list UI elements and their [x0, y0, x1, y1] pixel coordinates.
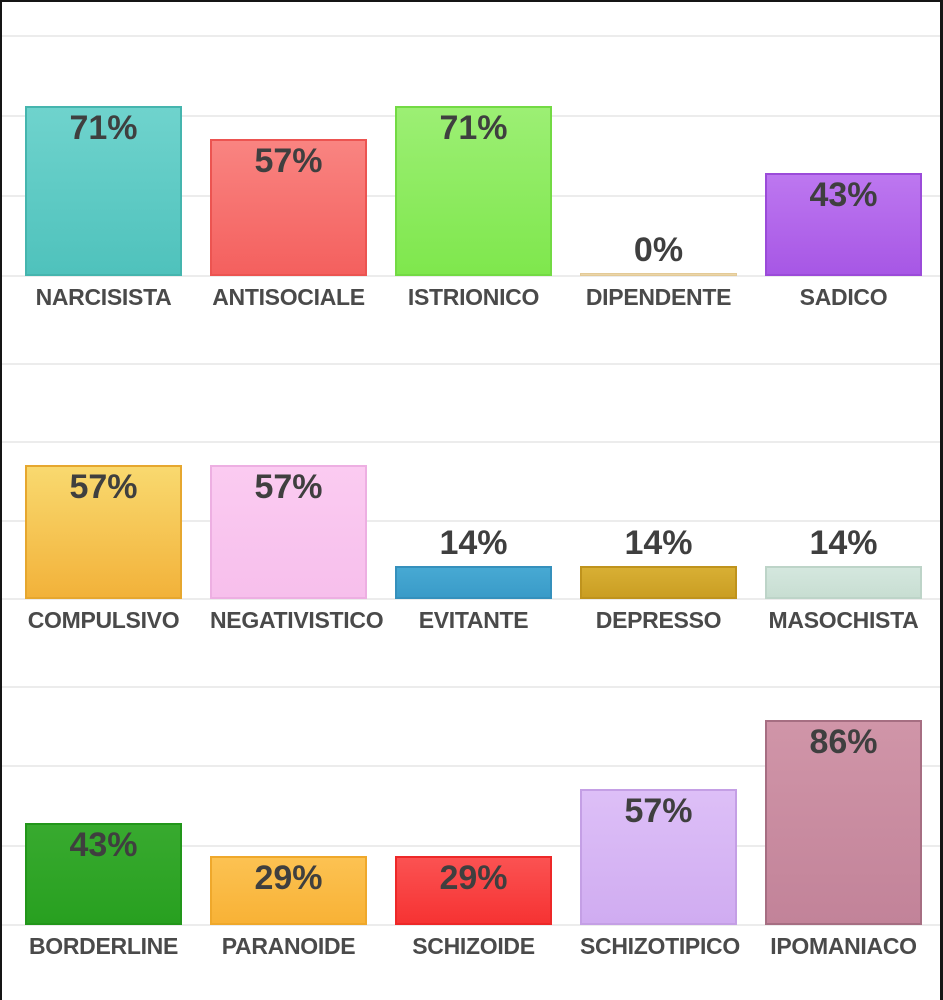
value-label-schizoide: 29% [439, 859, 508, 897]
value-label-paranoide: 29% [254, 859, 323, 897]
gridline [2, 845, 940, 847]
value-label-narcisista: 71% [69, 109, 138, 147]
category-label-depresso: DEPRESSO [595, 607, 722, 633]
value-label-ipomaniaco: 86% [809, 723, 878, 761]
value-label-negativistico: 57% [254, 468, 323, 506]
gridline [2, 765, 940, 767]
value-label-schizotipico: 57% [624, 792, 693, 830]
value-label-antisociale: 57% [254, 142, 323, 180]
category-label-borderline: BORDERLINE [28, 933, 179, 959]
gridline [2, 441, 940, 443]
value-label-borderline: 43% [69, 826, 138, 864]
category-label-paranoide: PARANOIDE [221, 933, 356, 959]
category-label-ipomaniaco: IPOMANIACO [770, 933, 917, 959]
bar-evitante [395, 566, 552, 599]
bar-masochista [765, 566, 922, 599]
bar-depresso [580, 566, 737, 599]
value-label-sadico: 43% [809, 176, 878, 214]
category-label-schizotipico: SCHIZOTIPICO [580, 933, 740, 959]
bar-dipendente [580, 273, 737, 276]
value-label-istrionico: 71% [439, 109, 508, 147]
category-label-dipendente: DIPENDENTE [585, 284, 732, 310]
category-label-istrionico: ISTRIONICO [407, 284, 540, 310]
bar-schizotipico [580, 789, 737, 925]
gridline [2, 275, 940, 277]
gridline [2, 686, 940, 688]
bar-antisociale [210, 139, 367, 276]
value-label-masochista: 14% [809, 524, 878, 562]
value-label-dipendente: 0% [633, 231, 684, 269]
gridline [2, 363, 940, 365]
gridline [2, 35, 940, 37]
category-label-negativistico: NEGATIVISTICO [210, 607, 384, 633]
bar-istrionico [395, 106, 552, 276]
category-label-narcisista: NARCISISTA [35, 284, 172, 310]
value-label-depresso: 14% [624, 524, 693, 562]
category-label-masochista: MASOCHISTA [768, 607, 919, 633]
bar-borderline [25, 823, 182, 925]
gridline [2, 520, 940, 522]
value-label-compulsivo: 57% [69, 468, 138, 506]
category-label-schizoide: SCHIZOIDE [412, 933, 535, 959]
gridline [2, 598, 940, 600]
bar-schizoide [395, 856, 552, 925]
gridline [2, 924, 940, 926]
bar-compulsivo [25, 465, 182, 599]
bar-sadico [765, 173, 922, 276]
category-label-evitante: EVITANTE [418, 607, 529, 633]
bar-paranoide [210, 856, 367, 925]
category-label-compulsivo: COMPULSIVO [27, 607, 180, 633]
bar-ipomaniaco [765, 720, 922, 925]
value-label-evitante: 14% [439, 524, 508, 562]
category-label-antisociale: ANTISOCIALE [212, 284, 365, 310]
bar-negativistico [210, 465, 367, 599]
bar-narcisista [25, 106, 182, 276]
category-label-sadico: SADICO [799, 284, 888, 310]
